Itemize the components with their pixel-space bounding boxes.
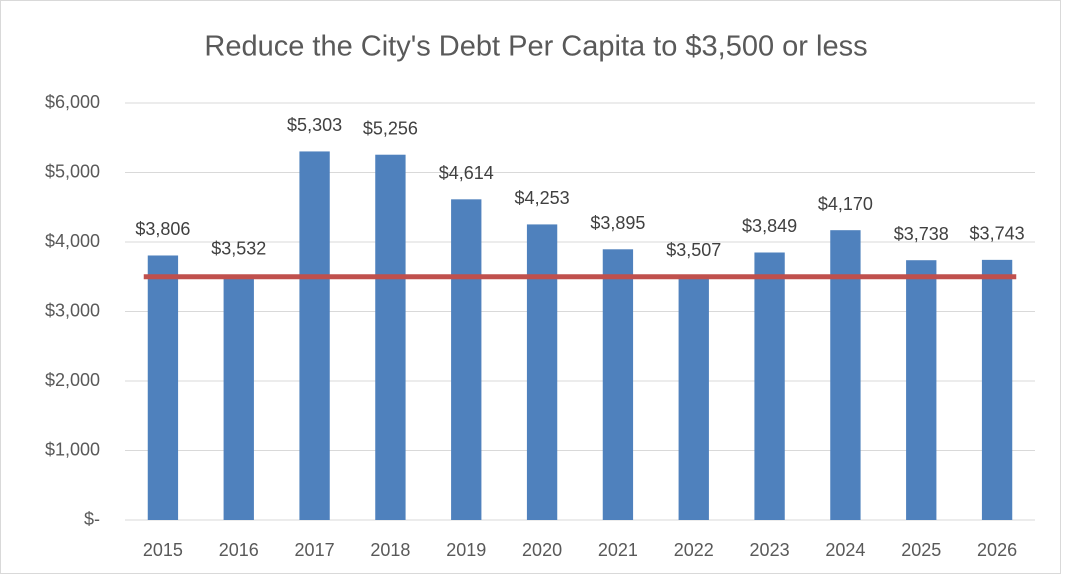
bar xyxy=(754,252,785,520)
y-tick-label: $5,000 xyxy=(45,161,100,181)
y-tick-label: $- xyxy=(84,509,100,529)
x-tick-label: 2026 xyxy=(977,540,1017,560)
value-label: $3,849 xyxy=(742,216,797,236)
x-tick-label: 2019 xyxy=(446,540,486,560)
bar xyxy=(299,151,330,520)
x-tick-label: 2025 xyxy=(901,540,941,560)
value-label: $3,806 xyxy=(135,219,190,239)
y-tick-label: $6,000 xyxy=(45,92,100,112)
x-tick-label: 2023 xyxy=(750,540,790,560)
x-tick-label: 2024 xyxy=(825,540,865,560)
value-label: $3,743 xyxy=(970,224,1025,244)
x-tick-label: 2020 xyxy=(522,540,562,560)
x-tick-label: 2016 xyxy=(219,540,259,560)
x-tick-label: 2022 xyxy=(674,540,714,560)
bar xyxy=(678,276,709,520)
bar xyxy=(451,199,482,520)
x-tick-label: 2017 xyxy=(295,540,335,560)
bar xyxy=(981,259,1013,520)
bar xyxy=(375,154,406,520)
value-label: $4,614 xyxy=(439,163,494,183)
value-label: $3,895 xyxy=(590,213,645,233)
y-tick-label: $1,000 xyxy=(45,439,100,459)
value-label: $3,507 xyxy=(666,240,721,260)
x-tick-label: 2021 xyxy=(598,540,638,560)
bar xyxy=(147,255,179,520)
value-label: $3,738 xyxy=(894,224,949,244)
value-label: $4,253 xyxy=(515,188,570,208)
value-label: $5,256 xyxy=(363,118,418,138)
value-label: $5,303 xyxy=(287,115,342,135)
x-tick-label: 2015 xyxy=(143,540,183,560)
bar xyxy=(830,230,861,520)
y-tick-label: $3,000 xyxy=(45,300,100,320)
bar xyxy=(602,249,634,521)
bar xyxy=(223,274,254,520)
chart-title: Reduce the City's Debt Per Capita to $3,… xyxy=(204,31,867,63)
bar xyxy=(526,224,558,520)
y-tick-label: $2,000 xyxy=(45,370,100,390)
x-tick-label: 2018 xyxy=(370,540,410,560)
value-label: $3,532 xyxy=(211,238,266,258)
value-label: $4,170 xyxy=(818,194,873,214)
bar xyxy=(906,260,937,520)
y-tick-label: $4,000 xyxy=(45,231,100,251)
